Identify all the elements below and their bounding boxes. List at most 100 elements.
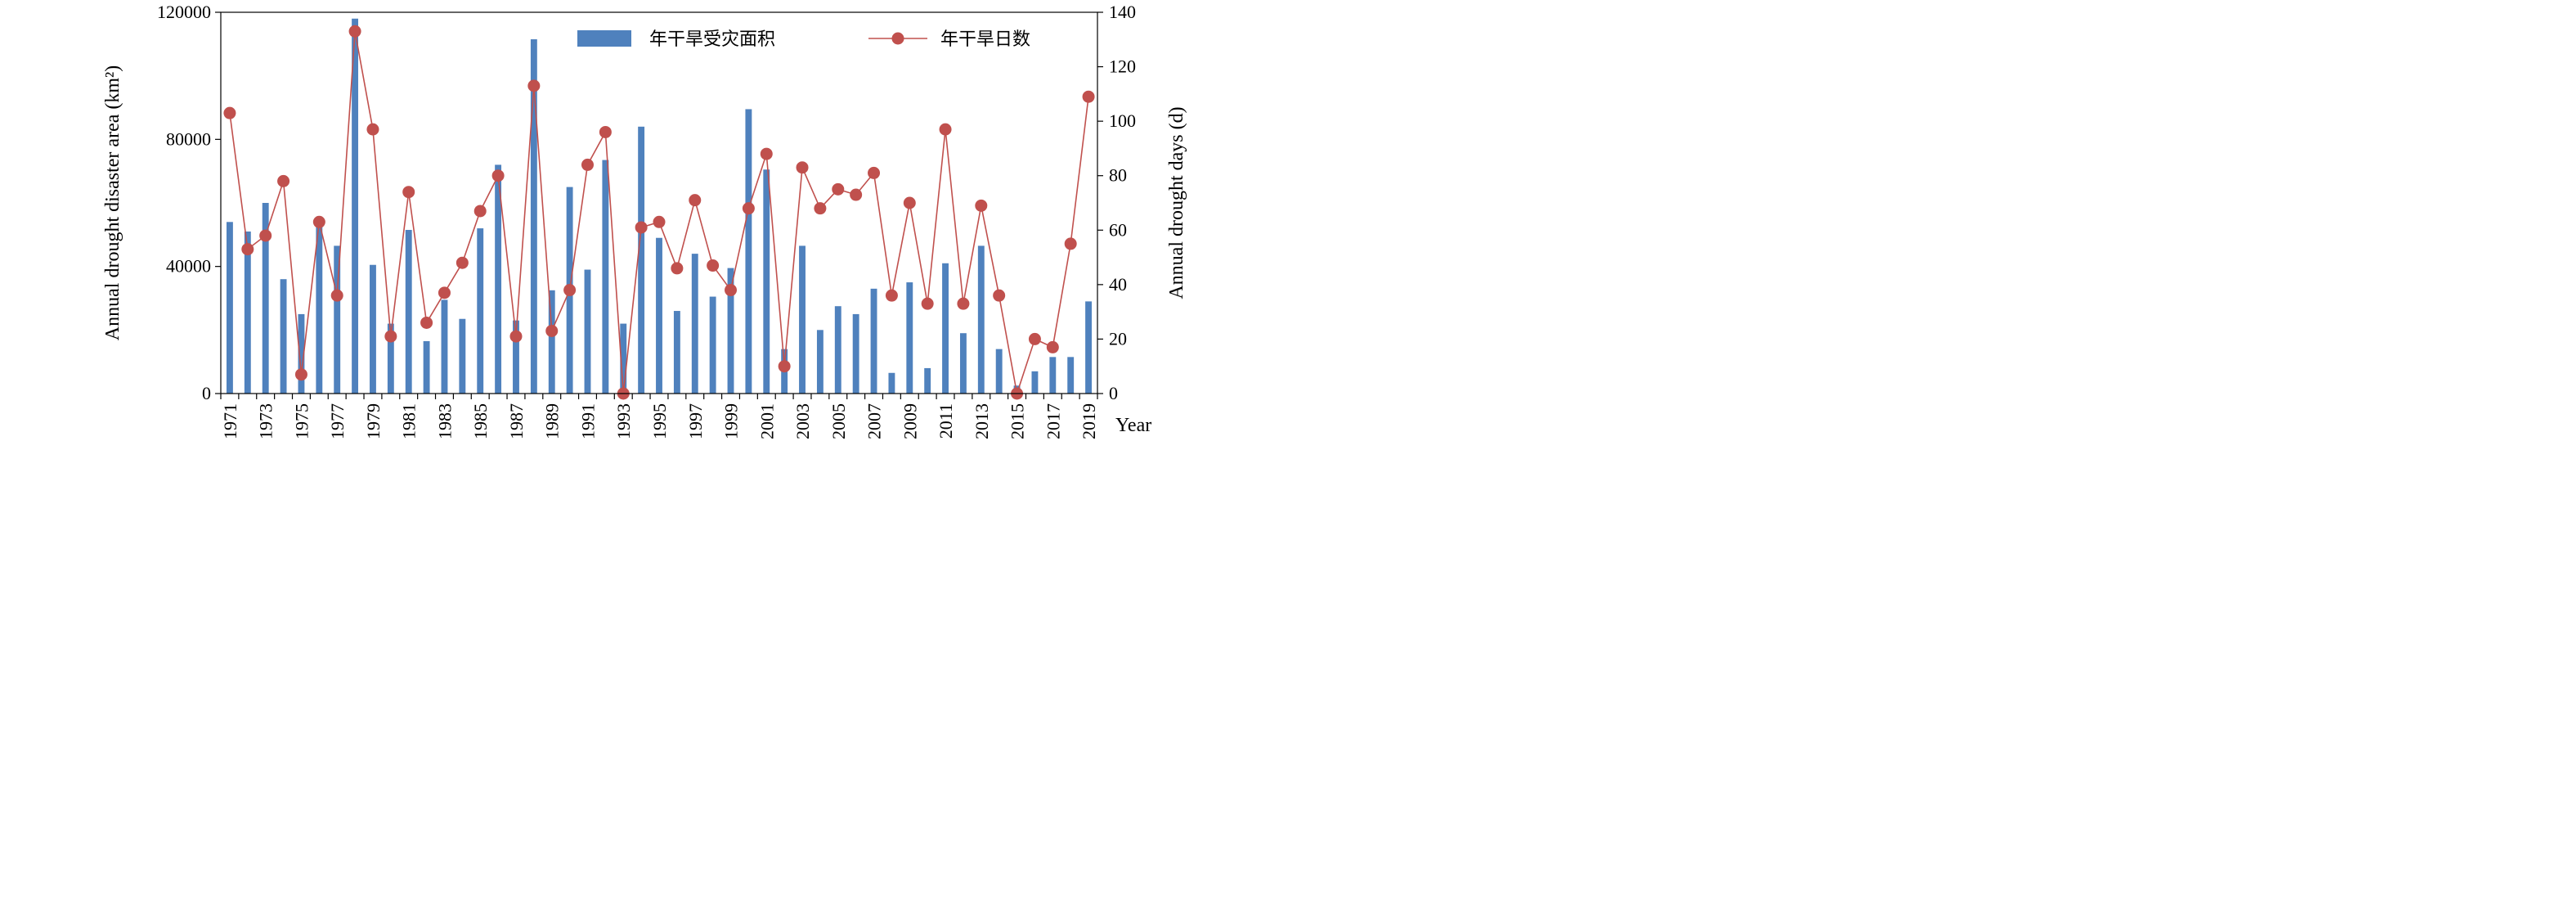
- bar-1991: [584, 269, 591, 394]
- bar-1983: [441, 299, 448, 394]
- x-tick-label-2019: 2019: [1079, 403, 1099, 439]
- bar-2008: [888, 372, 895, 394]
- point-1989: [545, 324, 559, 337]
- point-1973: [259, 229, 272, 242]
- bar-1978: [352, 18, 359, 394]
- y-left-tick-label: 40000: [166, 256, 211, 277]
- legend-line-label: 年干旱日数: [940, 29, 1030, 49]
- bar-1997: [691, 254, 698, 394]
- bar-1985: [477, 228, 484, 394]
- bar-2012: [959, 333, 967, 394]
- bar-1986: [495, 164, 502, 394]
- bar-1988: [530, 39, 537, 394]
- point-2005: [832, 182, 845, 196]
- point-1998: [707, 259, 720, 272]
- point-2009: [903, 196, 916, 209]
- point-1985: [473, 205, 487, 218]
- y-left-tick-label: 80000: [166, 128, 211, 149]
- point-1986: [491, 169, 505, 182]
- point-1999: [725, 284, 738, 297]
- x-tick-label-2017: 2017: [1043, 403, 1063, 439]
- point-1991: [581, 158, 594, 171]
- point-1990: [563, 284, 577, 297]
- x-tick-label-1997: 1997: [685, 403, 706, 439]
- bar-1980: [387, 323, 394, 394]
- point-2008: [885, 289, 898, 302]
- point-2014: [993, 289, 1006, 302]
- point-2011: [939, 123, 952, 136]
- point-1995: [653, 215, 666, 228]
- x-tick-label-2005: 2005: [828, 403, 849, 439]
- bar-2010: [924, 367, 931, 394]
- x-tick-label-1987: 1987: [506, 403, 527, 439]
- x-tick-label-1991: 1991: [577, 403, 598, 439]
- x-tick-label-1995: 1995: [649, 403, 670, 439]
- bar-2009: [906, 282, 913, 394]
- x-tick-label-1977: 1977: [327, 403, 348, 439]
- y-right-tick-label: 80: [1109, 165, 1127, 186]
- bar-1972: [244, 231, 251, 394]
- bar-1996: [673, 311, 680, 394]
- bar-2004: [816, 330, 824, 394]
- x-axis-title: Year: [1115, 415, 1151, 436]
- bar-1981: [405, 230, 412, 394]
- x-tick-label-2007: 2007: [864, 403, 885, 439]
- point-1971: [223, 106, 236, 119]
- bar-2014: [995, 349, 1003, 394]
- y-right-tick-label: 60: [1109, 219, 1127, 240]
- x-tick-label-2013: 2013: [972, 403, 992, 439]
- point-2004: [814, 202, 827, 215]
- bar-1995: [656, 237, 662, 394]
- point-2018: [1064, 237, 1077, 250]
- legend-bar-label: 年干旱受灾面积: [649, 29, 775, 49]
- y-right-tick-label: 120: [1109, 56, 1136, 77]
- x-tick-label-1979: 1979: [363, 403, 384, 439]
- y-left-tick-label: 120000: [157, 2, 211, 22]
- x-tick-label-1999: 1999: [721, 403, 742, 439]
- bar-1979: [370, 264, 376, 394]
- bar-2000: [745, 109, 752, 394]
- point-1983: [438, 286, 451, 299]
- bar-1975: [298, 313, 305, 394]
- y-right-tick-label: 100: [1109, 110, 1136, 131]
- axes: 0 40000 80000 120000 0 20 40 60 80 100 120 140 1971 1…: [157, 2, 1136, 439]
- point-1977: [330, 289, 343, 302]
- y-axis-right-title: Annual drought days (d): [1166, 106, 1187, 299]
- bar-2003: [799, 245, 806, 394]
- point-1982: [420, 316, 433, 329]
- point-1981: [402, 186, 415, 199]
- x-tick-label-2015: 2015: [1008, 403, 1028, 439]
- bar-2018: [1067, 357, 1075, 394]
- bar-series: [227, 18, 1092, 394]
- bar-2005: [834, 306, 841, 394]
- point-1987: [509, 330, 523, 343]
- point-1984: [456, 256, 469, 269]
- point-2000: [742, 202, 755, 215]
- line-series: [223, 25, 1095, 400]
- drought-chart: 0 40000 80000 120000 0 20 40 60 80 100 120 140 1971 1…: [0, 0, 1288, 459]
- point-1996: [671, 262, 684, 275]
- point-1978: [348, 25, 361, 38]
- y-right-tick-label: 0: [1109, 383, 1118, 403]
- y-right-tick-label: 40: [1109, 274, 1127, 295]
- bar-2013: [977, 245, 985, 394]
- point-2002: [778, 360, 791, 373]
- bar-1989: [548, 290, 555, 394]
- bar-2007: [870, 288, 877, 394]
- point-1992: [599, 125, 612, 138]
- y-left-tick-label: 0: [202, 383, 211, 403]
- x-tick-label-2001: 2001: [756, 403, 777, 439]
- bar-2006: [852, 313, 859, 394]
- bar-2017: [1049, 357, 1057, 394]
- bar-1976: [316, 225, 323, 394]
- bar-1984: [459, 318, 466, 394]
- x-tick-label-1985: 1985: [470, 403, 491, 439]
- bar-1987: [513, 320, 519, 394]
- point-1979: [366, 123, 379, 136]
- point-1975: [294, 368, 307, 381]
- plot-frame: [220, 11, 1098, 394]
- bar-1982: [423, 340, 430, 394]
- x-tick-label-1993: 1993: [613, 403, 634, 439]
- bar-2011: [942, 263, 949, 394]
- bar-1998: [709, 296, 716, 394]
